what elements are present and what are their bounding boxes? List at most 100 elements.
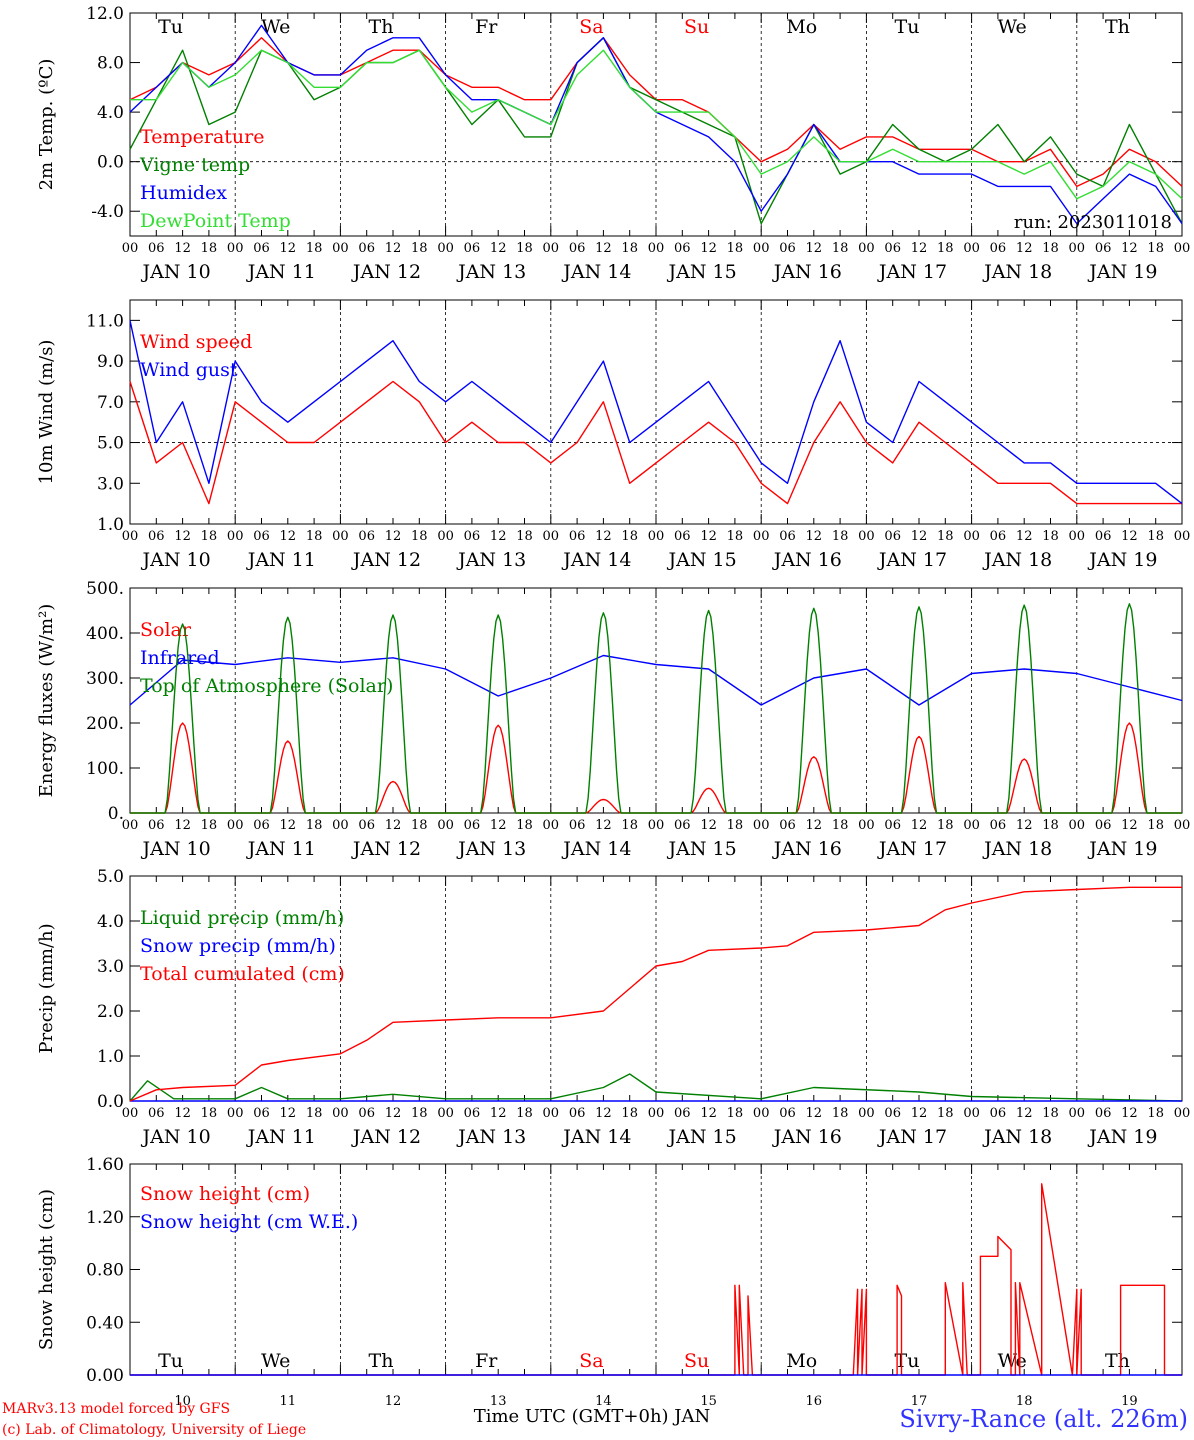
hour-label: 12 <box>174 529 191 544</box>
legend-entry: Wind gust <box>140 359 238 381</box>
hour-label: 12 <box>385 241 402 256</box>
hour-label: 06 <box>1095 1106 1112 1121</box>
date-label: 19 <box>1121 1394 1138 1409</box>
hour-label: 12 <box>490 818 507 833</box>
day-label: We <box>261 1350 290 1372</box>
date-label: JAN 15 <box>667 261 737 283</box>
chart-panel-4: 0.0 1.0 2.0 3.0 4.0 5.0 00 06 12 18 00 06 12 18 00 06 12… <box>36 867 1190 1148</box>
date-label: JAN 14 <box>561 838 631 860</box>
day-label: We <box>261 16 290 38</box>
hour-label: 06 <box>358 241 375 256</box>
legend-entry: Liquid precip (mm/h) <box>140 907 344 929</box>
hour-label: 18 <box>832 818 849 833</box>
date-label: JAN 19 <box>1087 261 1157 283</box>
y-tick-label: 11.0 <box>86 311 124 331</box>
y-axis-label: 10m Wind (m/s) <box>36 340 57 485</box>
hour-label: 06 <box>464 529 481 544</box>
y-tick-label: 500. <box>86 579 124 599</box>
hour-label: 18 <box>621 241 638 256</box>
hour-label: 00 <box>963 1106 980 1121</box>
series-line-3 <box>130 603 1182 814</box>
date-label: JAN 12 <box>351 261 421 283</box>
hour-label: 18 <box>306 529 323 544</box>
date-label: JAN 15 <box>667 1126 737 1148</box>
hour-label: 06 <box>990 241 1007 256</box>
day-label: Tu <box>158 16 183 38</box>
series-line-1 <box>129 380 1182 505</box>
hour-label: 18 <box>727 241 744 256</box>
hour-label: 12 <box>385 1106 402 1121</box>
date-label: JAN 18 <box>982 261 1052 283</box>
hour-label: 12 <box>1121 241 1138 256</box>
day-label: Tu <box>895 1350 920 1372</box>
hour-label: 06 <box>674 1106 691 1121</box>
date-label: JAN 11 <box>246 549 316 571</box>
hour-label: 06 <box>148 1106 165 1121</box>
date-label: JAN 15 <box>667 838 737 860</box>
hour-label: 00 <box>1174 1106 1191 1121</box>
legend-entry: Humidex <box>140 182 227 204</box>
date-label: JAN 10 <box>141 1126 211 1148</box>
hour-label: 12 <box>174 241 191 256</box>
hour-label: 00 <box>648 529 665 544</box>
date-label: JAN 17 <box>877 261 947 283</box>
hour-label: 06 <box>990 818 1007 833</box>
hour-label: 06 <box>990 529 1007 544</box>
y-tick-label: 0.40 <box>86 1313 124 1333</box>
day-label: Th <box>369 16 394 38</box>
hour-label: 00 <box>543 241 560 256</box>
hour-label: 18 <box>1147 1106 1164 1121</box>
y-axis-label: Precip (mm/h) <box>36 923 57 1053</box>
hour-label: 00 <box>122 1106 139 1121</box>
date-label: JAN 13 <box>456 261 526 283</box>
hour-label: 18 <box>1042 1106 1059 1121</box>
date-label: JAN 11 <box>246 838 316 860</box>
hour-label: 06 <box>569 529 586 544</box>
date-label: JAN 12 <box>351 1126 421 1148</box>
date-label: JAN 17 <box>877 549 947 571</box>
hour-label: 12 <box>595 529 612 544</box>
hour-label: 06 <box>1095 818 1112 833</box>
day-label: Mo <box>786 16 817 38</box>
hour-label: 06 <box>674 818 691 833</box>
hour-label: 12 <box>806 818 823 833</box>
date-label: JAN 13 <box>456 1126 526 1148</box>
legend-entry: Vigne temp <box>139 154 250 176</box>
hour-label: 18 <box>201 1106 218 1121</box>
hour-label: 06 <box>779 818 796 833</box>
plot-frame <box>129 299 1183 525</box>
day-label: We <box>998 16 1027 38</box>
y-tick-label: 5.0 <box>97 867 124 887</box>
hour-label: 12 <box>1016 241 1033 256</box>
hour-label: 00 <box>858 529 875 544</box>
plot-frame <box>129 587 1183 814</box>
legend-entry: Total cumulated (cm) <box>140 963 345 985</box>
hour-label: 00 <box>437 241 454 256</box>
date-label: JAN 11 <box>246 261 316 283</box>
hour-label: 12 <box>174 1106 191 1121</box>
y-tick-label: 8.0 <box>97 54 124 74</box>
day-label: Th <box>1105 16 1130 38</box>
date-label: JAN 18 <box>982 1126 1052 1148</box>
y-tick-label: 7.0 <box>97 393 124 413</box>
hour-label: 12 <box>490 241 507 256</box>
hour-label: 06 <box>253 241 270 256</box>
chart-panel-5: 0.00 0.40 0.80 1.20 1.60 10 11 12 13 14 15 16 17 18 19… <box>36 1155 1183 1409</box>
hour-label: 18 <box>306 1106 323 1121</box>
y-tick-label: 1.0 <box>97 1047 124 1067</box>
hour-label: 12 <box>280 1106 297 1121</box>
hour-label: 18 <box>516 529 533 544</box>
hour-label: 06 <box>464 1106 481 1121</box>
hour-label: 00 <box>437 818 454 833</box>
hour-label: 00 <box>1069 1106 1086 1121</box>
hour-label: 18 <box>411 529 428 544</box>
hour-label: 06 <box>358 818 375 833</box>
hour-label: 18 <box>201 241 218 256</box>
hour-label: 18 <box>621 1106 638 1121</box>
hour-label: 00 <box>227 818 244 833</box>
series-line-4 <box>130 49 1183 200</box>
hour-label: 06 <box>674 241 691 256</box>
hour-label: 06 <box>464 818 481 833</box>
hour-label: 18 <box>411 241 428 256</box>
hour-label: 18 <box>201 529 218 544</box>
